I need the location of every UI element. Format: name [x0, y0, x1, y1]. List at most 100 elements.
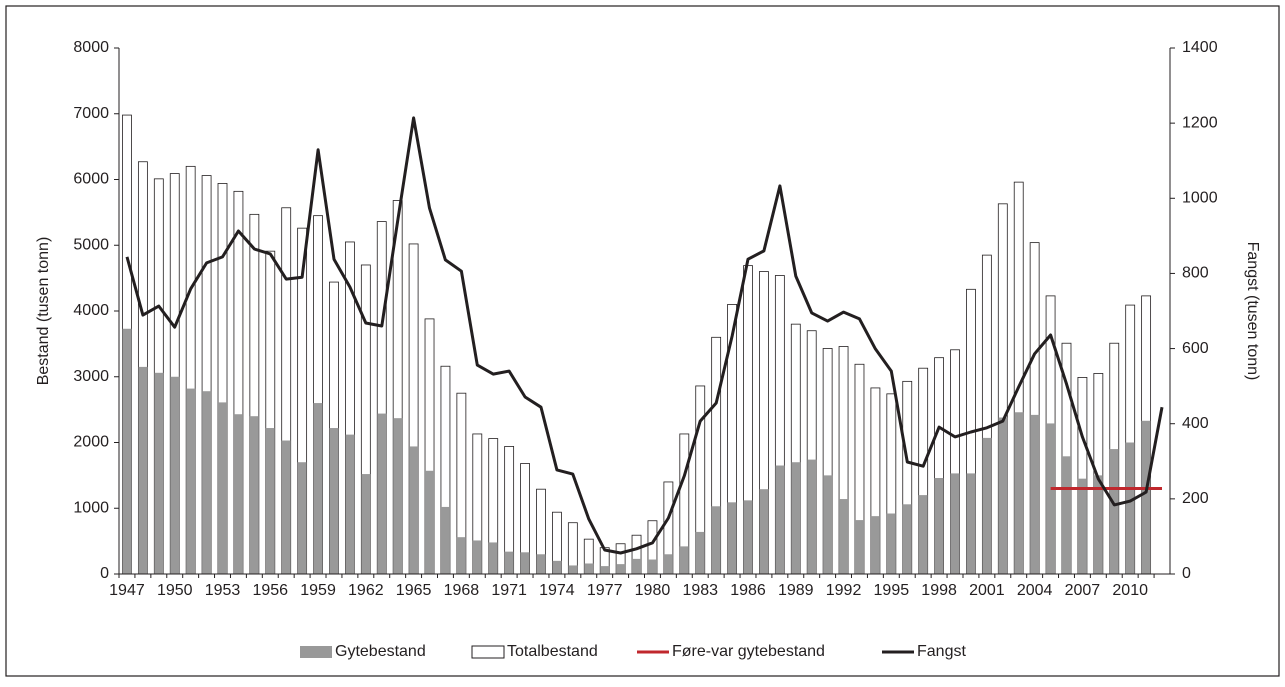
- bar: [663, 554, 673, 574]
- bar: [138, 366, 148, 574]
- legend-label: Føre-var gytebestand: [672, 643, 825, 660]
- bar: [249, 416, 259, 574]
- y-tick-label: 5000: [73, 236, 109, 253]
- bar: [568, 565, 578, 574]
- x-tick-label: 1962: [348, 582, 384, 599]
- x-tick-label: 2004: [1017, 582, 1053, 599]
- x-tick-label: 1989: [778, 582, 814, 599]
- bar: [679, 546, 689, 574]
- bar: [902, 504, 912, 574]
- y-axis-label: Bestand (tusen tonn): [35, 237, 52, 386]
- bar: [297, 462, 307, 574]
- bar: [1061, 456, 1071, 574]
- x-tick-label: 1953: [205, 582, 241, 599]
- bar: [950, 473, 960, 574]
- bar: [456, 537, 466, 574]
- x-tick-label: 1977: [587, 582, 623, 599]
- x-tick-label: 1968: [444, 582, 480, 599]
- bar: [154, 372, 164, 574]
- bar: [966, 473, 976, 574]
- bar: [1125, 442, 1135, 574]
- bar: [393, 418, 403, 574]
- y2-tick-label: 200: [1182, 490, 1209, 507]
- bar: [998, 417, 1008, 574]
- x-tick-label: 1980: [635, 582, 671, 599]
- bar: [536, 554, 546, 574]
- bar: [1014, 412, 1024, 574]
- bar: [345, 434, 355, 574]
- y2-tick-label: 1200: [1182, 114, 1218, 131]
- bar: [600, 566, 610, 574]
- bar: [409, 446, 419, 574]
- y2-tick-label: 0: [1182, 565, 1191, 582]
- bar: [329, 428, 339, 574]
- bar: [775, 465, 785, 574]
- x-tick-label: 2010: [1112, 582, 1148, 599]
- bar: [472, 540, 482, 574]
- y-tick-label: 7000: [73, 105, 109, 122]
- bar: [839, 499, 849, 574]
- y2-tick-label: 1000: [1182, 190, 1218, 207]
- x-tick-label: 1992: [826, 582, 862, 599]
- y2-tick-label: 1400: [1182, 39, 1218, 56]
- legend-label: Fangst: [917, 643, 966, 660]
- bar: [170, 376, 180, 574]
- frame: [5, 5, 1280, 677]
- bar: [934, 478, 944, 574]
- bar: [918, 495, 928, 574]
- y2-tick-label: 400: [1182, 415, 1209, 432]
- bar: [1046, 423, 1056, 574]
- bar: [1109, 449, 1119, 574]
- bar: [1141, 420, 1151, 574]
- bar: [743, 500, 753, 574]
- y-tick-label: 1000: [73, 499, 109, 516]
- bar: [377, 413, 387, 574]
- bar: [265, 428, 275, 574]
- bar: [886, 513, 896, 574]
- bar: [727, 502, 737, 574]
- bar: [1077, 478, 1087, 574]
- bar: [854, 520, 864, 574]
- bar: [504, 551, 514, 574]
- bar: [1030, 414, 1040, 574]
- x-tick-label: 2001: [969, 582, 1005, 599]
- bar: [202, 391, 212, 574]
- bar: [616, 564, 626, 574]
- bar: [711, 506, 721, 574]
- x-tick-label: 1998: [921, 582, 957, 599]
- bar: [647, 559, 657, 574]
- bar: [218, 402, 228, 574]
- bar: [982, 437, 992, 574]
- legend-swatch: [471, 645, 505, 659]
- bar: [584, 563, 594, 574]
- bar: [122, 328, 132, 574]
- bar: [632, 558, 642, 574]
- y-tick-label: 0: [100, 565, 109, 582]
- y-tick-label: 2000: [73, 434, 109, 451]
- x-tick-label: 1959: [300, 582, 336, 599]
- bar: [807, 459, 817, 574]
- bar: [233, 414, 243, 574]
- legend-swatch: [300, 646, 332, 658]
- bar: [552, 560, 562, 574]
- bar: [425, 470, 435, 574]
- x-tick-label: 1983: [682, 582, 718, 599]
- x-tick-label: 1986: [730, 582, 766, 599]
- x-tick-label: 1971: [491, 582, 527, 599]
- bar: [791, 462, 801, 574]
- y2-tick-label: 600: [1182, 340, 1209, 357]
- x-tick-label: 1956: [252, 582, 288, 599]
- bar: [361, 474, 371, 574]
- bar: [488, 542, 498, 574]
- legend-label: Totalbestand: [507, 643, 598, 660]
- y-tick-label: 4000: [73, 302, 109, 319]
- bar: [520, 552, 530, 574]
- bar: [281, 440, 291, 574]
- y-tick-label: 8000: [73, 39, 109, 56]
- x-tick-label: 1965: [396, 582, 432, 599]
- bar: [440, 506, 450, 574]
- y-tick-label: 3000: [73, 368, 109, 385]
- y2-tick-label: 800: [1182, 265, 1209, 282]
- y2-axis-label: Fangst (tusen tonn): [1244, 242, 1261, 381]
